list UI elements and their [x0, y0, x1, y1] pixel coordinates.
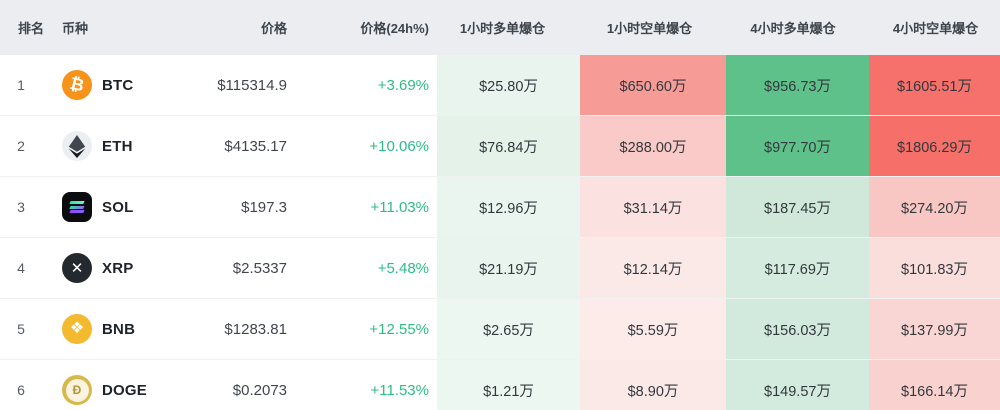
- table-row[interactable]: 3 SOL $197.3 +11.03% $12.96万 $31.14万 $18…: [0, 177, 1000, 238]
- liq-1h-short-cell: $288.00万: [580, 116, 726, 176]
- column-header-coin: 币种: [62, 21, 89, 36]
- liq-1h-long-cell: $2.65万: [437, 299, 580, 359]
- price-cell: $115314.9: [217, 76, 287, 94]
- rank-cell: 2: [17, 138, 25, 154]
- liq-1h-long-cell: $21.19万: [437, 238, 580, 298]
- liq-1h-short-cell: $31.14万: [580, 177, 726, 237]
- column-header-1h-short-liq: 1小时空单爆仓: [606, 21, 693, 36]
- change-24h-cell: +10.06%: [369, 137, 429, 155]
- table-row[interactable]: 2 ETH $4135.17 +10.06% $76.84万 $288.00万 …: [0, 116, 1000, 177]
- coin-symbol: ETH: [102, 137, 133, 155]
- price-cell: $197.3: [241, 198, 287, 216]
- xrp-icon: ✕: [62, 253, 92, 283]
- liq-1h-long-cell: $1.21万: [437, 360, 580, 410]
- liq-1h-short-cell: $8.90万: [580, 360, 726, 410]
- column-header-1h-long-liq: 1小时多单爆仓: [459, 21, 546, 36]
- coin-symbol: BTC: [102, 76, 134, 94]
- liq-4h-short-cell: $137.99万: [869, 299, 1000, 359]
- change-24h-cell: +11.53%: [370, 381, 429, 399]
- doge-icon: Ð: [62, 375, 92, 405]
- coin-cell[interactable]: Ð DOGE: [56, 360, 210, 410]
- liq-4h-short-cell: $274.20万: [869, 177, 1000, 237]
- change-24h-cell: +3.69%: [377, 76, 429, 94]
- table-row[interactable]: 4 ✕ XRP $2.5337 +5.48% $21.19万 $12.14万 $…: [0, 238, 1000, 299]
- btc-icon: ₿: [62, 70, 92, 100]
- liq-4h-long-cell: $977.70万: [726, 116, 869, 176]
- coin-cell[interactable]: ❖ BNB: [56, 299, 210, 359]
- price-cell: $0.2073: [232, 381, 287, 399]
- liq-4h-long-cell: $956.73万: [726, 55, 869, 115]
- eth-icon: [62, 131, 92, 161]
- rank-cell: 1: [17, 77, 25, 93]
- price-cell: $2.5337: [232, 259, 287, 277]
- column-header-4h-long-liq: 4小时多单爆仓: [750, 21, 836, 36]
- column-header-price: 价格: [260, 21, 287, 36]
- price-cell: $1283.81: [224, 320, 287, 338]
- change-24h-cell: +5.48%: [377, 259, 429, 277]
- rank-cell: 5: [17, 321, 25, 337]
- change-24h-cell: +11.03%: [370, 198, 429, 216]
- bnb-icon: ❖: [62, 314, 92, 344]
- coin-symbol: SOL: [102, 198, 134, 216]
- liq-4h-short-cell: $1605.51万: [869, 55, 1000, 115]
- rank-cell: 6: [17, 382, 25, 398]
- table-row[interactable]: 5 ❖ BNB $1283.81 +12.55% $2.65万 $5.59万 $…: [0, 299, 1000, 360]
- liq-4h-long-cell: $156.03万: [726, 299, 869, 359]
- liq-1h-short-cell: $5.59万: [580, 299, 726, 359]
- column-header-4h-short-liq: 4小时空单爆仓: [892, 21, 979, 36]
- liq-1h-long-cell: $25.80万: [437, 55, 580, 115]
- coin-cell[interactable]: ✕ XRP: [56, 238, 210, 298]
- liq-4h-short-cell: $166.14万: [869, 360, 1000, 410]
- coin-cell[interactable]: ₿ BTC: [56, 55, 210, 115]
- rank-cell: 4: [17, 260, 25, 276]
- liq-1h-short-cell: $12.14万: [580, 238, 726, 298]
- liq-4h-long-cell: $187.45万: [726, 177, 869, 237]
- liq-1h-short-cell: $650.60万: [580, 55, 726, 115]
- change-24h-cell: +12.55%: [369, 320, 429, 338]
- liq-4h-short-cell: $1806.29万: [869, 116, 1000, 176]
- price-cell: $4135.17: [224, 137, 287, 155]
- rank-cell: 3: [17, 199, 25, 215]
- column-header-change-24h: 价格(24h%): [360, 21, 429, 36]
- column-header-rank: 排名: [18, 21, 45, 36]
- coin-symbol: XRP: [102, 259, 134, 277]
- liq-1h-long-cell: $12.96万: [437, 177, 580, 237]
- liq-4h-long-cell: $117.69万: [726, 238, 869, 298]
- coin-symbol: BNB: [102, 320, 136, 338]
- table-row[interactable]: 6 Ð DOGE $0.2073 +11.53% $1.21万 $8.90万 $…: [0, 360, 1000, 410]
- coin-cell[interactable]: ETH: [56, 116, 210, 176]
- coin-symbol: DOGE: [102, 381, 147, 399]
- liq-4h-short-cell: $101.83万: [869, 238, 1000, 298]
- liq-1h-long-cell: $76.84万: [437, 116, 580, 176]
- sol-icon: [62, 192, 92, 222]
- liq-4h-long-cell: $149.57万: [726, 360, 869, 410]
- coin-cell[interactable]: SOL: [56, 177, 210, 237]
- table-header: 排名 币种 价格 价格(24h%) 1小时多单爆仓 1小时空单爆仓 4小时多单爆…: [0, 0, 1000, 55]
- table-row[interactable]: 1 ₿ BTC $115314.9 +3.69% $25.80万 $650.60…: [0, 55, 1000, 116]
